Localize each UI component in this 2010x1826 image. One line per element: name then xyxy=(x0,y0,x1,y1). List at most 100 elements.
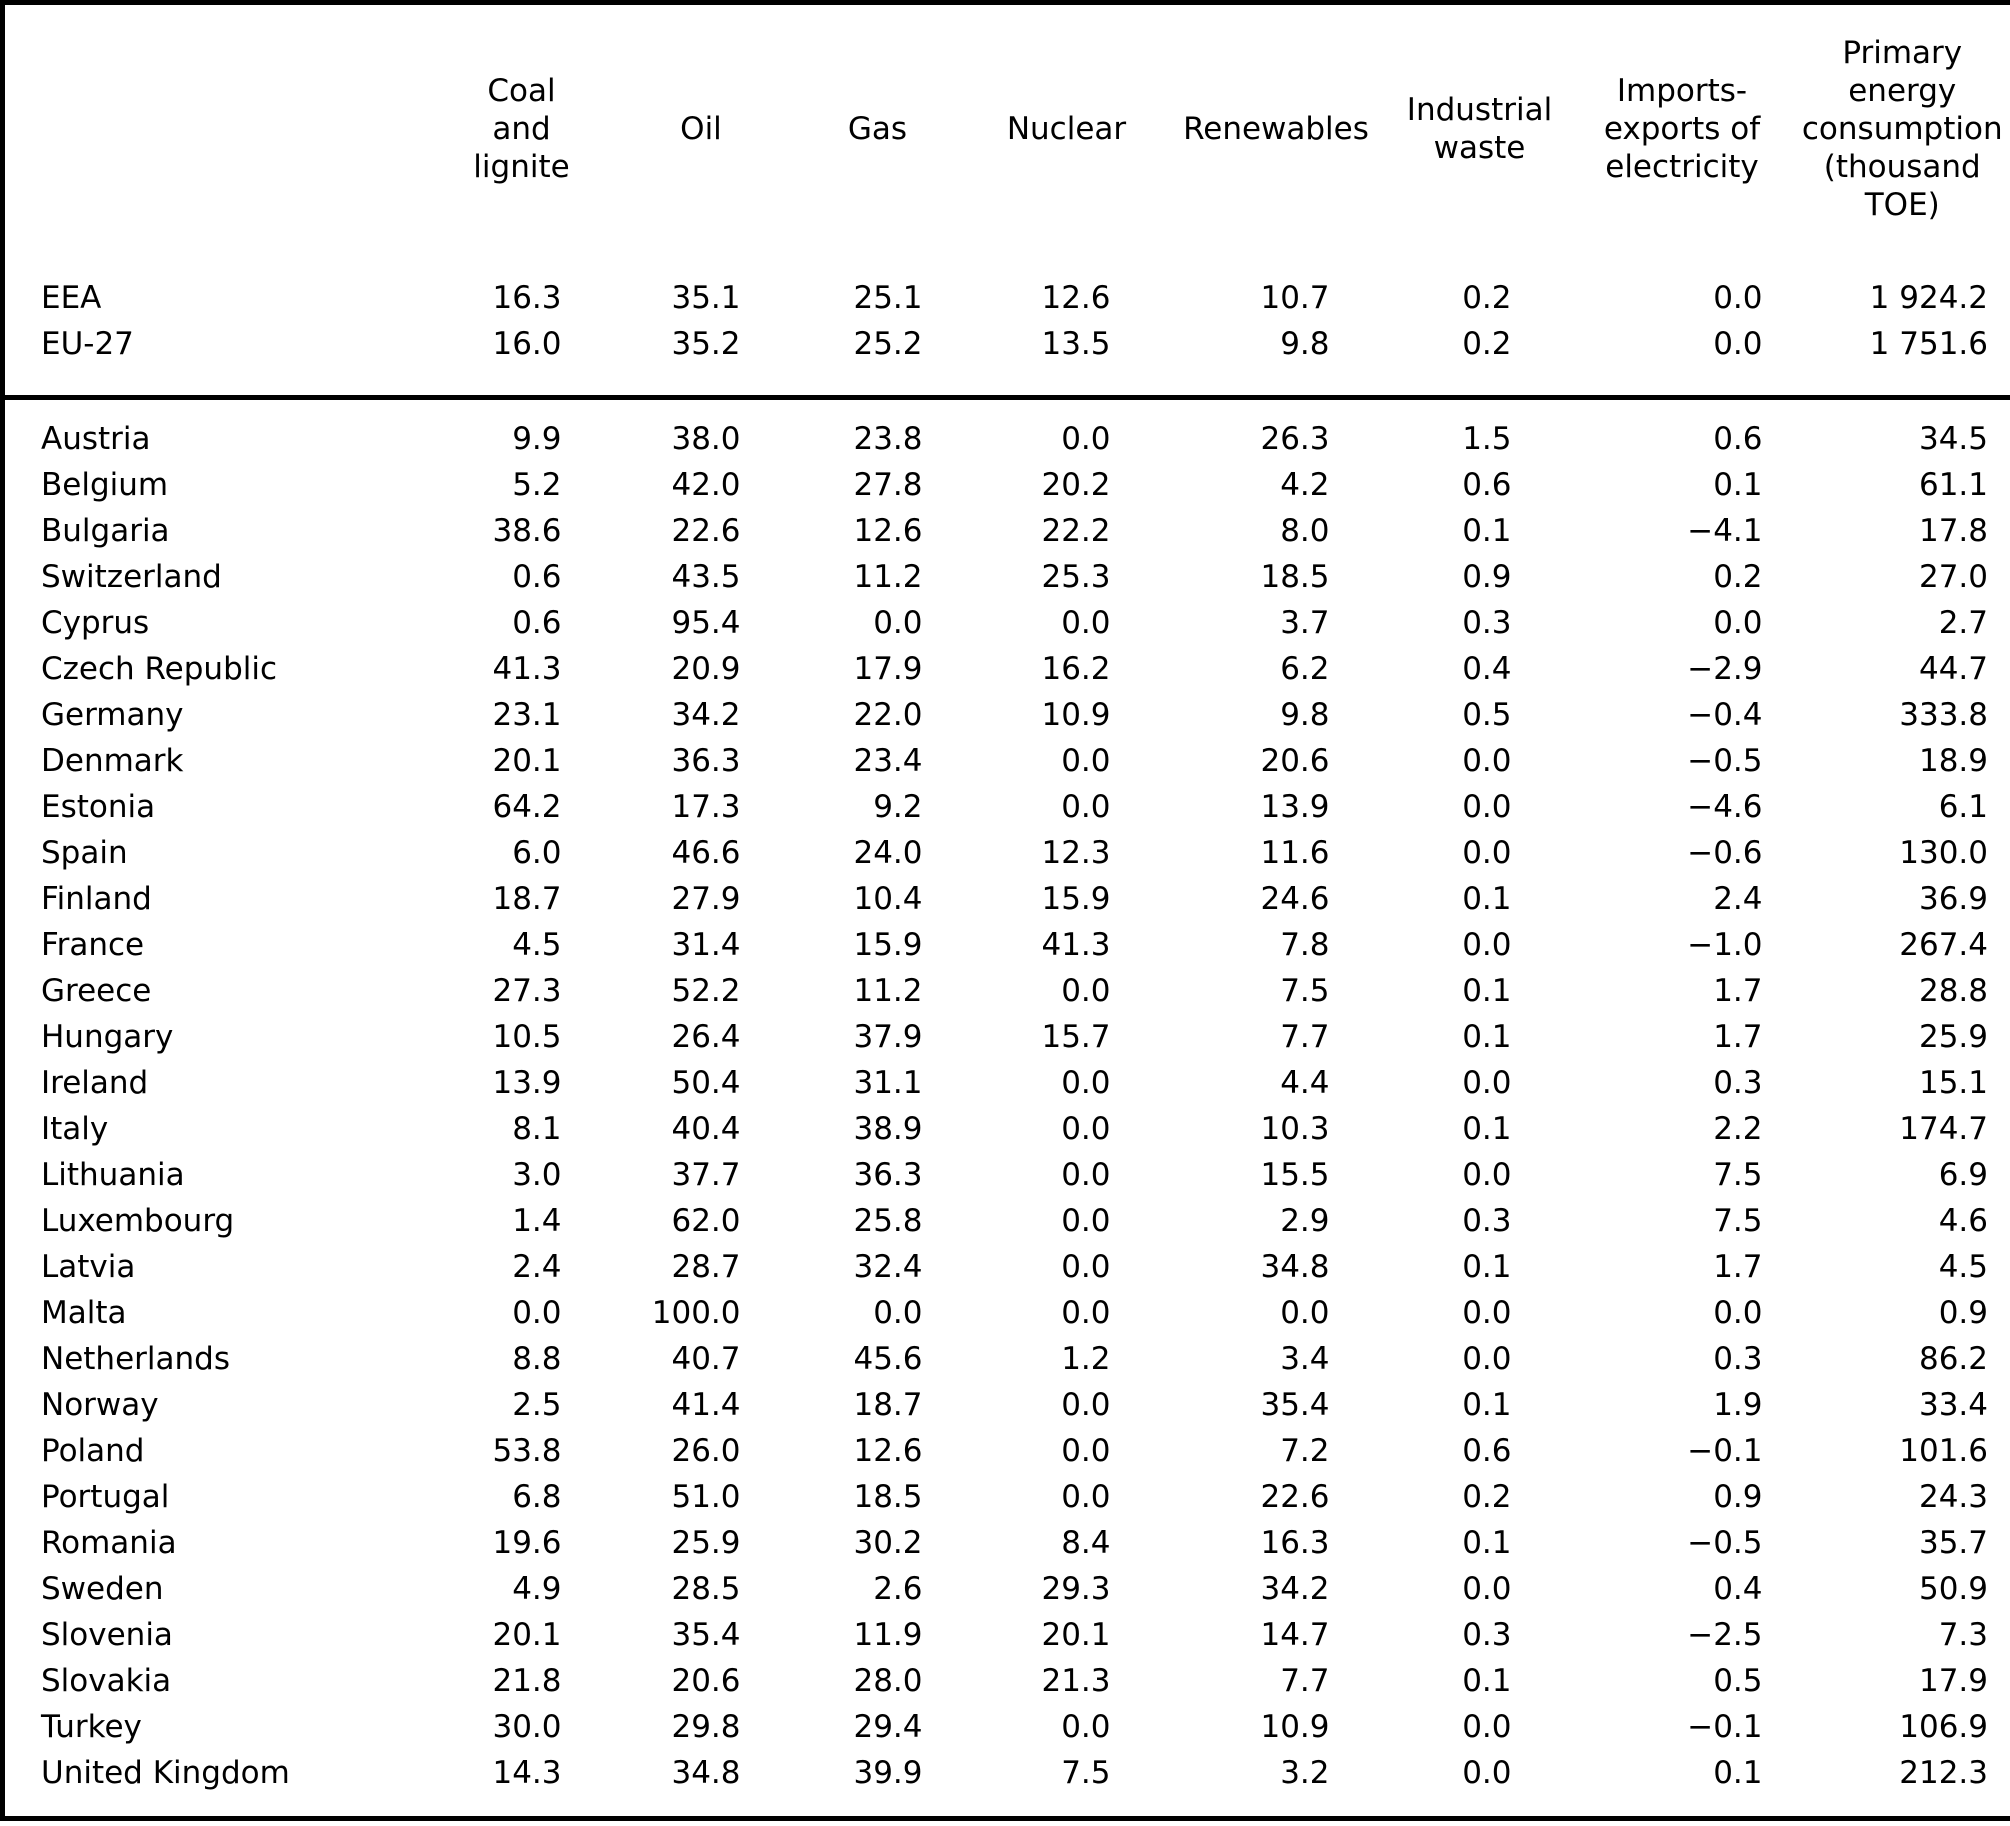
row-label: Hungary xyxy=(41,1019,174,1055)
value-cell: 18.5 xyxy=(853,1479,923,1515)
value-cell: 1.4 xyxy=(512,1203,562,1239)
value-cell: 267.4 xyxy=(1899,927,1988,963)
value-cell: 1.7 xyxy=(1713,973,1763,1009)
value-cell: 25.9 xyxy=(1918,1019,1988,1055)
value-cell: 333.8 xyxy=(1899,697,1988,733)
value-cell: 0.0 xyxy=(1061,1111,1111,1147)
value-cell: 0.6 xyxy=(1713,421,1763,457)
value-cell: 0.0 xyxy=(1061,743,1111,779)
value-cell: 0.0 xyxy=(1061,1249,1111,1285)
value-cell: 37.9 xyxy=(853,1019,923,1055)
value-cell: 29.4 xyxy=(853,1709,923,1745)
value-cell: 27.3 xyxy=(492,973,562,1009)
value-cell: 51.0 xyxy=(671,1479,741,1515)
value-cell: 28.0 xyxy=(853,1663,923,1699)
value-cell: 106.9 xyxy=(1899,1709,1988,1745)
value-cell: 25.3 xyxy=(1041,559,1111,595)
value-cell: 4.5 xyxy=(512,927,562,963)
value-cell: −0.5 xyxy=(1687,1525,1763,1561)
value-cell: 15.7 xyxy=(1041,1019,1111,1055)
table-row: Belgium 5.2 42.0 27.8 20.2 4.2 0.6 0.1 6… xyxy=(3,462,2010,508)
row-label: Norway xyxy=(41,1387,159,1423)
value-cell: 0.0 xyxy=(1462,743,1512,779)
value-cell: 20.6 xyxy=(671,1663,741,1699)
row-label: EEA xyxy=(41,280,102,316)
column-header-imports-exports-electricity: Imports- exports of electricity xyxy=(1603,73,1761,185)
table-row: Bulgaria 38.6 22.6 12.6 22.2 8.0 0.1 −4.… xyxy=(3,508,2010,554)
value-cell: 15.1 xyxy=(1918,1065,1988,1101)
value-cell: 10.3 xyxy=(1260,1111,1330,1147)
value-cell: 35.4 xyxy=(671,1617,741,1653)
value-cell: 22.6 xyxy=(1260,1479,1330,1515)
value-cell: 0.1 xyxy=(1462,1111,1512,1147)
value-cell: 34.5 xyxy=(1918,421,1988,457)
value-cell: 6.8 xyxy=(512,1479,562,1515)
row-label: Germany xyxy=(41,697,184,733)
value-cell: 29.8 xyxy=(671,1709,741,1745)
value-cell: 0.1 xyxy=(1462,1019,1512,1055)
value-cell: 18.7 xyxy=(492,881,562,917)
table-row: Denmark 20.1 36.3 23.4 0.0 20.6 0.0 −0.5… xyxy=(3,738,2010,784)
value-cell: 0.0 xyxy=(873,605,923,641)
value-cell: 3.7 xyxy=(1280,605,1330,641)
value-cell: 18.5 xyxy=(1260,559,1330,595)
value-cell: 36.3 xyxy=(671,743,741,779)
value-cell: 42.0 xyxy=(671,467,741,503)
value-cell: 18.9 xyxy=(1918,743,1988,779)
value-cell: 3.0 xyxy=(512,1157,562,1193)
value-cell: 1 751.6 xyxy=(1794,321,2010,400)
value-cell: 0.9 xyxy=(1462,559,1512,595)
value-cell: 7.5 xyxy=(1713,1157,1763,1193)
value-cell: 31.1 xyxy=(853,1065,923,1101)
value-cell: 3.4 xyxy=(1280,1341,1330,1377)
value-cell: 0.0 xyxy=(1713,605,1763,641)
row-label: Greece xyxy=(41,973,152,1009)
value-cell: 0.3 xyxy=(1462,1617,1512,1653)
value-cell: 16.2 xyxy=(1041,651,1111,687)
value-cell: 10.9 xyxy=(1041,697,1111,733)
value-cell: 0.0 xyxy=(1061,1157,1111,1193)
value-cell: 1.5 xyxy=(1462,421,1512,457)
table-row: Malta 0.0 100.0 0.0 0.0 0.0 0.0 0.0 0.9 xyxy=(3,1290,2010,1336)
value-cell: 8.8 xyxy=(512,1341,562,1377)
value-cell: 41.4 xyxy=(671,1387,741,1423)
value-cell: 17.9 xyxy=(1918,1663,1988,1699)
value-cell: 212.3 xyxy=(1899,1755,1988,1791)
value-cell: 4.2 xyxy=(1280,467,1330,503)
value-cell: 10.7 xyxy=(1260,280,1330,316)
value-cell: −0.4 xyxy=(1687,697,1763,733)
row-label: Cyprus xyxy=(41,605,150,641)
table-row: Poland 53.8 26.0 12.6 0.0 7.2 0.6 −0.1 1… xyxy=(3,1428,2010,1474)
value-cell: 22.2 xyxy=(1041,513,1111,549)
value-cell: 0.1 xyxy=(1462,1249,1512,1285)
value-cell: 11.2 xyxy=(853,559,923,595)
value-cell: 7.7 xyxy=(1280,1663,1330,1699)
value-cell: 44.7 xyxy=(1918,651,1988,687)
row-label: Estonia xyxy=(41,789,156,825)
value-cell: 0.0 xyxy=(1061,1295,1111,1331)
value-cell: 6.9 xyxy=(1938,1157,1988,1193)
table-row: EU-27 16.0 35.2 25.2 13.5 9.8 0.2 0.0 1 … xyxy=(2,321,2010,400)
row-label: Sweden xyxy=(41,1571,164,1607)
value-cell: 95.4 xyxy=(671,605,741,641)
value-cell: 0.0 xyxy=(1061,1709,1111,1745)
value-cell: 0.1 xyxy=(1462,1525,1512,1561)
value-cell: 0.1 xyxy=(1713,467,1763,503)
value-cell: 7.5 xyxy=(1061,1755,1111,1791)
value-cell: 0.0 xyxy=(1280,1295,1330,1331)
value-cell: 6.1 xyxy=(1938,789,1988,825)
row-label: Switzerland xyxy=(41,559,222,595)
value-cell: 35.7 xyxy=(1918,1525,1988,1561)
value-cell: 4.5 xyxy=(1938,1249,1988,1285)
value-cell: 22.6 xyxy=(671,513,741,549)
value-cell: 15.9 xyxy=(1041,881,1111,917)
value-cell: 35.4 xyxy=(1260,1387,1330,1423)
value-cell: 12.6 xyxy=(1041,280,1111,316)
row-label: Bulgaria xyxy=(41,513,170,549)
value-cell: 35.1 xyxy=(671,280,741,316)
value-cell: 23.1 xyxy=(492,697,562,733)
value-cell: 29.3 xyxy=(1041,1571,1111,1607)
table-row: Cyprus 0.6 95.4 0.0 0.0 3.7 0.3 0.0 2.7 xyxy=(3,600,2010,646)
row-label: Ireland xyxy=(41,1065,149,1101)
value-cell: 0.2 xyxy=(1713,559,1763,595)
